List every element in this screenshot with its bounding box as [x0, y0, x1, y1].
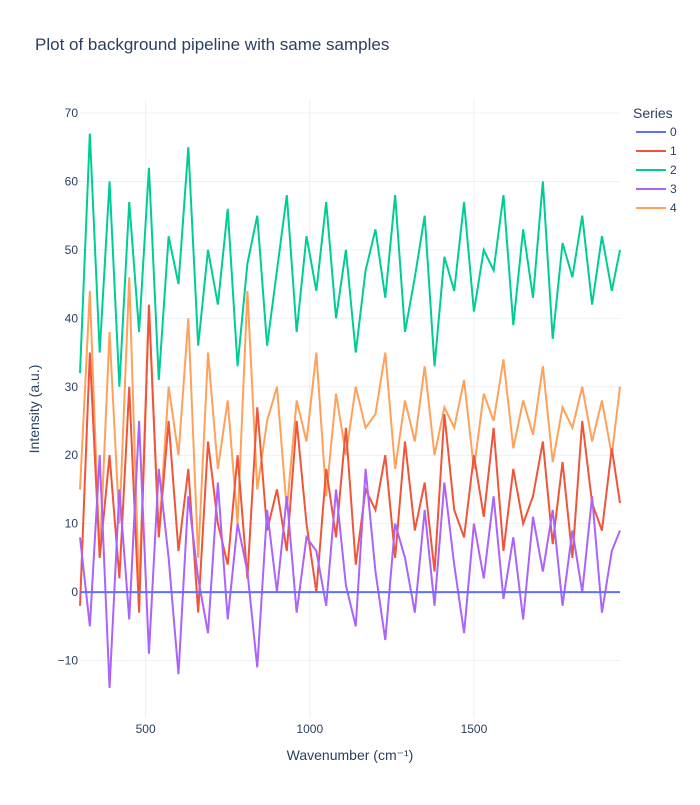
y-tick-label: −10: [58, 654, 79, 668]
series-2-line: [79, 133, 621, 387]
legend-item-3: 3: [670, 182, 677, 196]
axis-ticks: 500 1000 1500 −10 0 10 20 30 40 50 60 70: [58, 106, 488, 736]
x-tick-label: 1000: [296, 722, 323, 736]
chart-title: Plot of background pipeline with same sa…: [35, 35, 389, 54]
y-tick-label: 0: [71, 585, 78, 599]
series-lines: [79, 133, 621, 688]
grid: [80, 100, 620, 718]
x-tick-label: 500: [136, 722, 156, 736]
series-1-line: [79, 304, 621, 613]
series-4-line: [79, 277, 621, 593]
legend-item-1: 1: [670, 144, 677, 158]
legend: 0 1 2 3 4: [636, 125, 677, 215]
y-tick-label: 60: [65, 174, 79, 188]
x-tick-label: 1500: [461, 722, 488, 736]
legend-item-4: 4: [670, 201, 677, 215]
y-tick-label: 10: [65, 517, 79, 531]
legend-title: Series: [633, 105, 673, 121]
legend-item-0: 0: [670, 125, 677, 139]
legend-item-2: 2: [670, 163, 677, 177]
y-axis-label: Intensity (a.u.): [26, 365, 42, 454]
y-tick-label: 30: [65, 380, 79, 394]
series-3-line: [79, 420, 621, 688]
x-axis-label: Wavenumber (cm⁻¹): [287, 747, 414, 763]
y-tick-label: 70: [65, 106, 79, 120]
y-tick-label: 40: [65, 311, 79, 325]
y-tick-label: 20: [65, 448, 79, 462]
y-tick-label: 50: [65, 243, 79, 257]
